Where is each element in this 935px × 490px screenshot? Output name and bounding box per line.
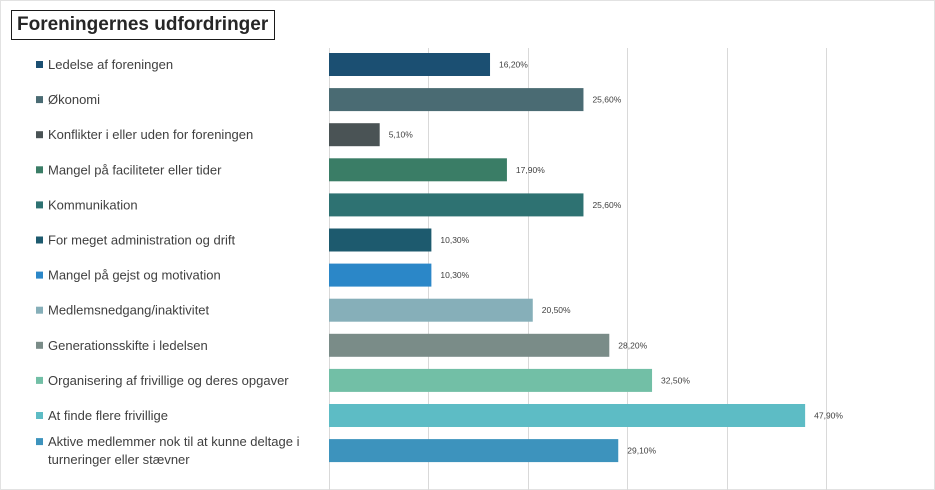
category-label: Kommunikation [48, 197, 138, 212]
category-label: Konflikter i eller uden for foreningen [48, 127, 253, 142]
bar [329, 53, 491, 76]
value-label: 29,10% [627, 446, 656, 456]
bar [329, 333, 610, 357]
category-marker [36, 341, 43, 349]
category-label: Medlemsnedgang/inaktivitet [48, 303, 210, 318]
category-label: Aktive medlemmer nok til at kunne deltag… [48, 434, 300, 449]
category-marker [36, 376, 43, 384]
value-label: 17,90% [516, 165, 545, 175]
category-marker [36, 96, 43, 104]
category-label: For meget administration og drift [48, 233, 236, 248]
value-label: 5,10% [389, 130, 414, 140]
bar [329, 158, 507, 182]
bar [329, 123, 380, 147]
value-label: 32,50% [661, 375, 690, 385]
value-label: 25,60% [592, 200, 621, 210]
value-label: 25,60% [592, 95, 621, 105]
bar [329, 263, 432, 287]
value-label: 10,30% [440, 270, 469, 280]
value-label: 20,50% [542, 305, 571, 315]
category-marker [36, 306, 43, 314]
category-label: Økonomi [48, 92, 100, 107]
value-label: 28,20% [618, 340, 647, 350]
category-marker [36, 131, 43, 139]
value-label: 10,30% [440, 235, 469, 245]
bar [329, 404, 806, 427]
bar [329, 368, 653, 392]
bar [329, 439, 619, 463]
bar [329, 298, 533, 322]
bar [329, 228, 432, 252]
category-marker [36, 236, 43, 244]
category-marker [36, 438, 43, 446]
category-label: Organisering af frivillige og deres opga… [48, 373, 289, 388]
category-label: turneringer eller stævner [48, 452, 190, 467]
bar [329, 88, 584, 112]
category-label: Mangel på faciliteter eller tider [48, 162, 222, 177]
value-label: 47,90% [814, 411, 843, 421]
category-marker [36, 271, 43, 279]
category-marker [36, 201, 43, 209]
value-label: 16,20% [499, 60, 528, 70]
category-label: Ledelse af foreningen [48, 57, 173, 72]
category-marker [36, 412, 43, 419]
category-label: Mangel på gejst og motivation [48, 268, 221, 283]
category-label: At finde flere frivillige [48, 408, 168, 423]
chart-title: Foreningernes udfordringer [11, 10, 276, 40]
category-label: Generationsskifte i ledelsen [48, 338, 208, 353]
bar [329, 193, 584, 217]
category-marker [36, 61, 43, 68]
category-marker [36, 166, 43, 174]
